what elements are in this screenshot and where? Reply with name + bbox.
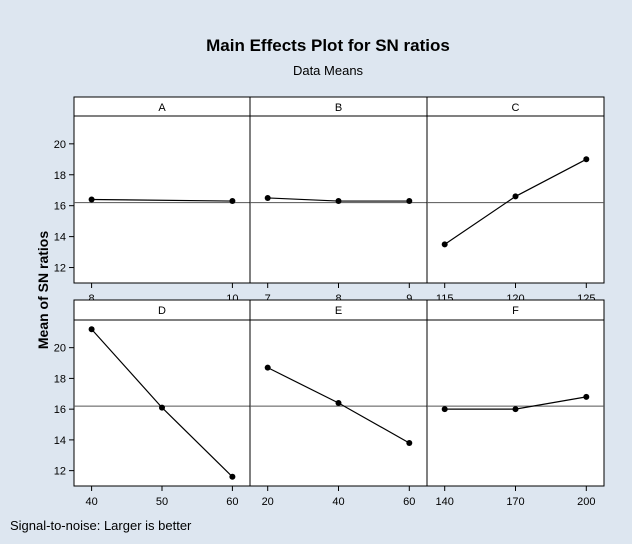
data-point bbox=[88, 196, 95, 203]
panel-header-label: F bbox=[512, 305, 519, 317]
y-tick-label: 18 bbox=[54, 170, 66, 182]
panel-frame bbox=[249, 96, 428, 284]
y-tick-label: 14 bbox=[54, 435, 66, 447]
data-point bbox=[335, 400, 342, 406]
data-point bbox=[583, 393, 590, 400]
y-axis-label: Mean of SN ratios bbox=[35, 231, 51, 349]
panel-header-label: E bbox=[335, 305, 342, 317]
x-tick-label: 60 bbox=[403, 496, 415, 508]
y-tick-label: 18 bbox=[54, 373, 66, 385]
footnote: Signal-to-noise: Larger is better bbox=[10, 518, 192, 533]
data-point bbox=[229, 473, 236, 480]
x-tick-label: 7 bbox=[265, 293, 271, 305]
data-point bbox=[264, 364, 271, 371]
data-point bbox=[512, 406, 519, 413]
chart-title: Main Effects Plot for SN ratios bbox=[206, 36, 450, 55]
x-tick-label: 40 bbox=[85, 496, 97, 508]
y-tick-label: 12 bbox=[54, 466, 66, 478]
panel-e: E 20 40 60 bbox=[249, 299, 428, 508]
y-tick-label: 16 bbox=[54, 201, 66, 213]
panel-frame bbox=[426, 96, 605, 284]
x-tick-label: 8 bbox=[89, 293, 95, 305]
data-point bbox=[406, 198, 413, 205]
chart-subtitle: Data Means bbox=[293, 63, 364, 78]
panel-header-label: A bbox=[158, 102, 166, 114]
panel-header-label: B bbox=[335, 102, 342, 114]
data-point bbox=[88, 326, 95, 333]
data-point bbox=[583, 156, 590, 163]
y-tick-label: 20 bbox=[54, 343, 66, 355]
y-tick-label: 20 bbox=[54, 139, 66, 151]
x-tick-label: 170 bbox=[506, 496, 524, 508]
panel-frame bbox=[73, 96, 251, 284]
panel-f: F 140 170 200 bbox=[426, 299, 605, 508]
panel-frame bbox=[73, 299, 251, 487]
series-line bbox=[91, 198, 233, 202]
x-tick-label: 20 bbox=[262, 496, 274, 508]
panel-frame bbox=[426, 299, 605, 487]
data-point bbox=[159, 404, 165, 411]
x-tick-label: 200 bbox=[577, 496, 595, 508]
data-point bbox=[335, 198, 342, 205]
x-tick-label: 50 bbox=[156, 496, 168, 508]
x-tick-label: 140 bbox=[436, 496, 454, 508]
x-tick-label: 8 bbox=[335, 293, 341, 305]
y-tick-label: 12 bbox=[54, 263, 66, 275]
panel-frame bbox=[249, 299, 428, 487]
y-tick-label: 16 bbox=[54, 404, 66, 416]
panel-b: B 7 8 9 bbox=[249, 96, 428, 305]
data-point bbox=[229, 198, 236, 205]
panel-header-label: D bbox=[158, 305, 166, 317]
x-tick-label: 9 bbox=[406, 293, 412, 305]
data-point bbox=[441, 406, 448, 413]
y-tick-label: 14 bbox=[54, 232, 66, 244]
data-point bbox=[264, 194, 271, 201]
x-tick-label: 60 bbox=[226, 496, 238, 508]
data-point bbox=[512, 193, 519, 200]
panel-d: D 12 14 16 18 20 40 50 60 bbox=[54, 299, 251, 508]
panel-header-label: C bbox=[512, 102, 520, 114]
x-tick-label: 40 bbox=[332, 496, 344, 508]
data-point bbox=[406, 439, 413, 446]
data-point bbox=[441, 241, 448, 248]
